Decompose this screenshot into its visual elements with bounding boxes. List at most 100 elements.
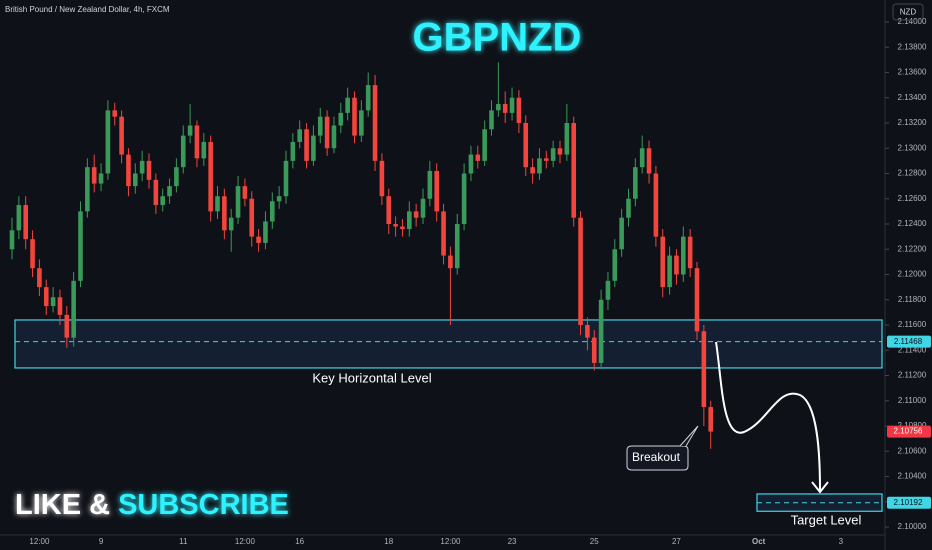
candle-body bbox=[681, 236, 686, 275]
candle-body bbox=[441, 211, 446, 256]
x-tick-label: Oct bbox=[752, 537, 766, 546]
chart-title: GBPNZD bbox=[413, 16, 582, 60]
candle-body bbox=[16, 205, 22, 231]
candle-body bbox=[263, 221, 268, 243]
y-tick-label: 2.11000 bbox=[898, 396, 927, 405]
candle-body bbox=[674, 255, 679, 275]
candle-body bbox=[228, 217, 234, 231]
candle-body bbox=[242, 186, 248, 199]
candle-body bbox=[105, 110, 111, 174]
candle-body bbox=[201, 141, 207, 159]
x-tick-label: 12:00 bbox=[440, 537, 461, 546]
candle-body bbox=[544, 158, 549, 161]
zone-box bbox=[14, 319, 883, 369]
candle-body bbox=[591, 337, 597, 363]
candle-body bbox=[379, 160, 385, 197]
candle-body bbox=[160, 196, 165, 206]
y-tick-label: 2.11200 bbox=[898, 371, 927, 380]
candle-body bbox=[153, 179, 159, 206]
candle-body bbox=[64, 314, 70, 338]
callout-pointer bbox=[679, 425, 699, 447]
candle-body bbox=[475, 154, 481, 161]
candle-body bbox=[352, 97, 357, 136]
last-price-label: 2.10756 bbox=[894, 427, 923, 436]
y-tick-label: 2.12600 bbox=[898, 194, 927, 203]
candle-body bbox=[297, 129, 302, 142]
candle-body bbox=[386, 196, 392, 225]
zone-label: Target Level bbox=[791, 512, 862, 527]
candle-body bbox=[317, 116, 323, 136]
x-tick-label: 23 bbox=[508, 537, 517, 546]
candle-body bbox=[694, 268, 700, 332]
candle-body bbox=[687, 236, 693, 269]
candle-body bbox=[9, 230, 15, 250]
candle-body bbox=[23, 205, 28, 240]
candle-body bbox=[180, 135, 186, 168]
price-tag bbox=[887, 335, 931, 348]
candle-body bbox=[578, 217, 583, 326]
currency-box[interactable] bbox=[892, 3, 924, 21]
candle-body bbox=[304, 129, 309, 161]
candle-body bbox=[359, 110, 364, 136]
candle-body bbox=[43, 287, 49, 307]
y-tick-label: 2.10600 bbox=[898, 446, 927, 455]
x-tick-label: 3 bbox=[839, 537, 844, 546]
candle-body bbox=[407, 211, 412, 230]
breakout-callout bbox=[626, 445, 689, 471]
price-tag bbox=[887, 496, 931, 509]
y-tick-label: 2.11600 bbox=[898, 320, 927, 329]
y-tick-label: 2.11800 bbox=[898, 295, 927, 304]
x-tick-label: 18 bbox=[384, 537, 393, 546]
candle-body bbox=[222, 196, 227, 231]
cta-like: LIKE & bbox=[15, 489, 110, 521]
candle-body bbox=[420, 198, 426, 218]
candle-body bbox=[502, 104, 508, 113]
x-tick-label: 16 bbox=[295, 537, 304, 546]
y-tick-label: 2.13400 bbox=[898, 93, 927, 102]
candle-body bbox=[448, 255, 453, 269]
currency-label[interactable]: NZD bbox=[900, 8, 917, 17]
candle-body bbox=[496, 104, 501, 111]
candle-body bbox=[119, 116, 124, 155]
candle-body bbox=[133, 173, 138, 187]
candle-body bbox=[461, 173, 467, 225]
candle-body bbox=[516, 97, 522, 123]
candle-body bbox=[365, 85, 371, 111]
candle-body bbox=[537, 158, 542, 174]
candle-body bbox=[276, 196, 282, 202]
candle-body bbox=[146, 160, 152, 180]
x-tick-label: 11 bbox=[179, 537, 188, 546]
candle-body bbox=[434, 170, 439, 212]
candle-body bbox=[249, 198, 255, 237]
candle-body bbox=[30, 239, 35, 269]
candle-body bbox=[71, 280, 76, 338]
candle-body bbox=[50, 297, 56, 307]
candle-body bbox=[557, 148, 563, 155]
candle-body bbox=[660, 236, 666, 288]
candle-body bbox=[37, 268, 42, 288]
candle-body bbox=[215, 196, 220, 212]
candle-body bbox=[98, 173, 104, 184]
candle-body bbox=[523, 122, 529, 168]
candle-body bbox=[174, 167, 179, 187]
candle-body bbox=[639, 148, 645, 168]
candle-body bbox=[585, 325, 590, 338]
candle-body bbox=[667, 255, 672, 288]
y-tick-label: 2.12000 bbox=[898, 270, 927, 279]
candle-body bbox=[126, 154, 131, 187]
arrow-head bbox=[811, 481, 829, 494]
x-tick-label: 9 bbox=[99, 537, 104, 546]
candle-body bbox=[413, 211, 419, 218]
candle-body bbox=[208, 141, 213, 212]
y-tick-label: 2.12400 bbox=[898, 219, 927, 228]
cta-subscribe: SUBSCRIBE bbox=[118, 489, 289, 521]
y-tick-label: 2.13200 bbox=[898, 118, 927, 127]
candle-body bbox=[427, 170, 433, 199]
candle-body bbox=[270, 201, 275, 222]
x-tick-label: 12:00 bbox=[235, 537, 256, 546]
y-tick-label: 2.13000 bbox=[898, 143, 927, 152]
candle-body bbox=[167, 186, 172, 197]
candle-body bbox=[626, 198, 631, 218]
candle-body bbox=[633, 167, 638, 199]
